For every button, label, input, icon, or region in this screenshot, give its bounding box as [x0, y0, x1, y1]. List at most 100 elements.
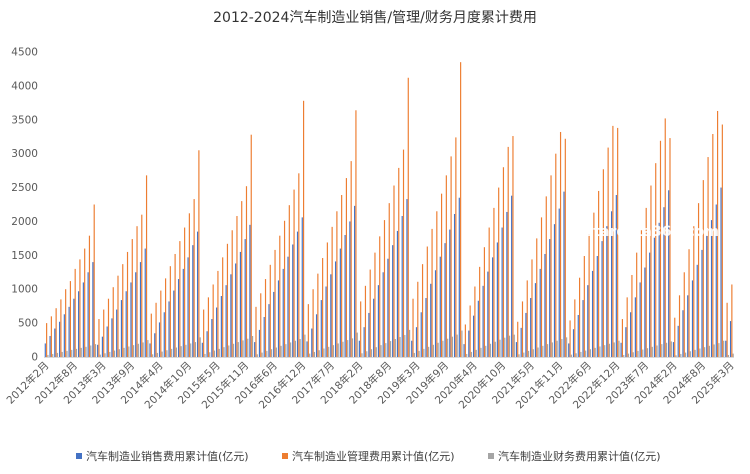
- bar: [117, 275, 119, 357]
- y-tick-label: 2500: [11, 182, 38, 194]
- bar: [144, 248, 146, 357]
- legend-swatch: [488, 453, 494, 459]
- bar: [69, 281, 71, 357]
- bar: [177, 279, 180, 357]
- bars: [44, 62, 734, 358]
- bar: [231, 230, 233, 357]
- bar: [298, 173, 300, 357]
- watermark-text: stardata360.com: [585, 224, 719, 240]
- bar: [593, 212, 595, 357]
- bar: [287, 256, 289, 357]
- bar: [515, 342, 517, 357]
- bar: [445, 175, 447, 357]
- bar: [444, 243, 446, 357]
- bar: [618, 340, 620, 357]
- bar: [412, 298, 414, 357]
- bar: [212, 284, 214, 357]
- bar: [218, 348, 220, 357]
- bar: [385, 343, 387, 357]
- bar: [411, 340, 413, 357]
- bar: [93, 204, 95, 357]
- bar: [583, 256, 585, 357]
- bar: [649, 252, 651, 357]
- bar: [688, 249, 690, 357]
- bar: [247, 338, 249, 357]
- bar: [472, 315, 475, 357]
- bar: [589, 349, 592, 357]
- bar: [475, 349, 477, 357]
- legend-label: 汽车制造业销售费用累计值(亿元): [86, 449, 249, 463]
- bar: [720, 187, 722, 357]
- bar: [409, 329, 411, 357]
- bar: [464, 324, 466, 357]
- bar: [203, 309, 205, 357]
- bar: [553, 224, 556, 357]
- bar: [137, 343, 139, 357]
- bar: [620, 342, 622, 357]
- bar: [527, 350, 530, 357]
- bar: [198, 150, 200, 357]
- bar: [73, 298, 75, 357]
- bar: [79, 259, 81, 357]
- bar: [542, 345, 544, 357]
- bar: [608, 343, 611, 357]
- bar: [670, 341, 672, 357]
- bar: [193, 199, 195, 357]
- bar: [273, 291, 275, 357]
- bar: [356, 332, 358, 357]
- bar: [123, 347, 125, 357]
- bar: [274, 249, 276, 357]
- bar: [109, 351, 111, 357]
- bar: [141, 214, 143, 357]
- bar: [512, 136, 514, 357]
- bar: [155, 302, 157, 357]
- bar: [602, 169, 604, 357]
- bar: [323, 348, 325, 357]
- bar: [707, 157, 709, 357]
- bar: [699, 348, 701, 357]
- bar: [187, 257, 189, 357]
- bar: [166, 350, 168, 357]
- bar: [561, 339, 563, 357]
- bar: [599, 346, 601, 357]
- bar: [494, 341, 496, 357]
- bar: [74, 268, 76, 357]
- series-1: [44, 187, 732, 357]
- bar: [122, 264, 124, 357]
- bar: [250, 134, 252, 357]
- bar: [190, 343, 192, 357]
- bar: [415, 327, 418, 357]
- bar: [82, 282, 84, 357]
- bar: [103, 309, 105, 357]
- bar: [293, 189, 295, 357]
- bar: [44, 343, 46, 357]
- bar: [434, 270, 437, 357]
- bar: [696, 264, 698, 357]
- bar: [92, 262, 94, 357]
- bar: [334, 261, 337, 357]
- bar: [207, 297, 209, 357]
- bar: [244, 239, 246, 357]
- bar: [508, 335, 511, 357]
- bar: [488, 227, 490, 357]
- bar: [559, 131, 562, 357]
- bar: [260, 293, 262, 357]
- bar: [642, 349, 644, 357]
- bar: [575, 353, 577, 357]
- bar: [258, 329, 261, 357]
- bar: [261, 352, 263, 357]
- bar: [377, 285, 379, 357]
- bar: [694, 349, 696, 357]
- series-3: [47, 329, 734, 357]
- bar: [636, 252, 638, 357]
- bar: [704, 347, 706, 357]
- bar: [58, 321, 61, 357]
- bar: [78, 291, 80, 357]
- bar: [413, 352, 415, 357]
- bar: [689, 351, 691, 357]
- bar: [99, 354, 101, 357]
- y-tick-label: 500: [18, 318, 38, 330]
- bar: [725, 340, 727, 357]
- bar: [469, 305, 471, 357]
- bar: [80, 347, 82, 357]
